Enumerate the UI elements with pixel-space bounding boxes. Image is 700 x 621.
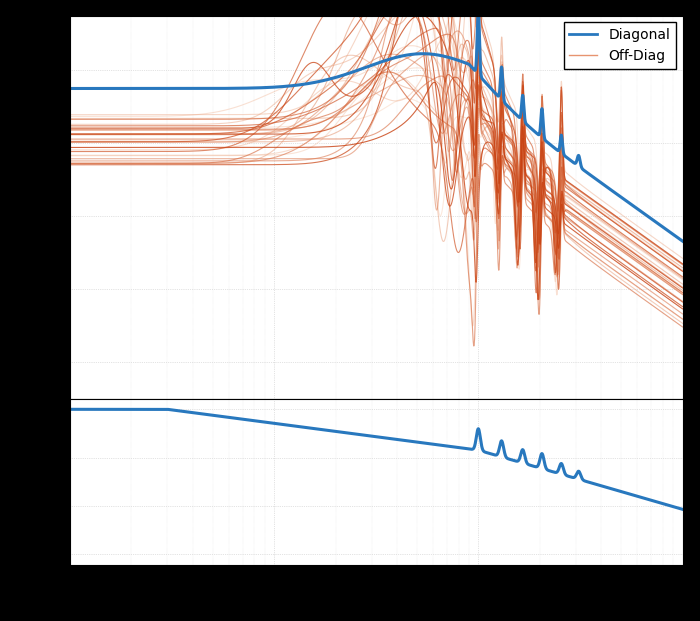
Legend: Diagonal, Off-Diag: Diagonal, Off-Diag (564, 22, 676, 68)
